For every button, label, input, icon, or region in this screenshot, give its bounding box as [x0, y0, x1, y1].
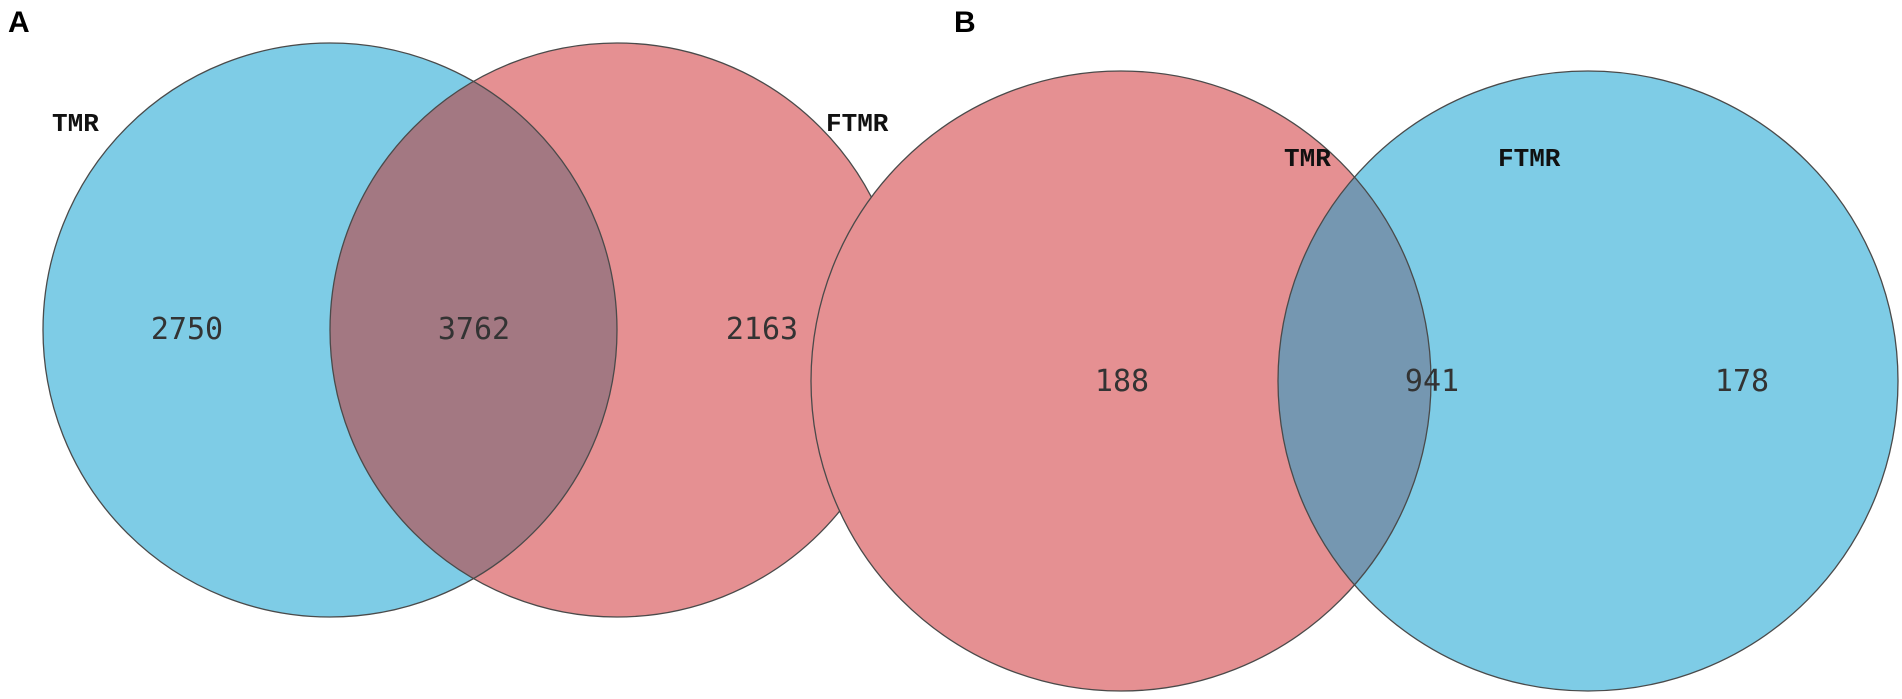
- set-label-tmr: TMR: [52, 109, 99, 139]
- panel-letter-b: B: [954, 6, 976, 39]
- set-label-ftmr: FTMR: [826, 109, 889, 139]
- intersection-region: [330, 43, 617, 617]
- set-outline-tmr: [810, 70, 1432, 692]
- set-outline-tmr: [42, 42, 618, 618]
- count-intersection: 3762: [438, 312, 510, 347]
- set-label-ftmr: FTMR: [1498, 144, 1561, 174]
- venn-panel-a: A TMR FTMR 2750 3762 2163: [8, 6, 905, 618]
- set-circle-ftmr: [1278, 71, 1898, 691]
- count-ftmr-only: 178: [1715, 364, 1769, 399]
- count-tmr-only: 188: [1095, 364, 1149, 399]
- count-tmr-only: 2750: [151, 312, 223, 347]
- count-intersection: 941: [1405, 364, 1459, 399]
- set-circle-tmr: [811, 71, 1431, 691]
- set-outline-ftmr: [1277, 70, 1899, 692]
- set-label-tmr: TMR: [1284, 144, 1331, 174]
- venn-panel-b: B TMR FTMR 188 941 178: [810, 6, 1899, 692]
- panel-letter-a: A: [8, 6, 30, 39]
- count-ftmr-only: 2163: [726, 312, 798, 347]
